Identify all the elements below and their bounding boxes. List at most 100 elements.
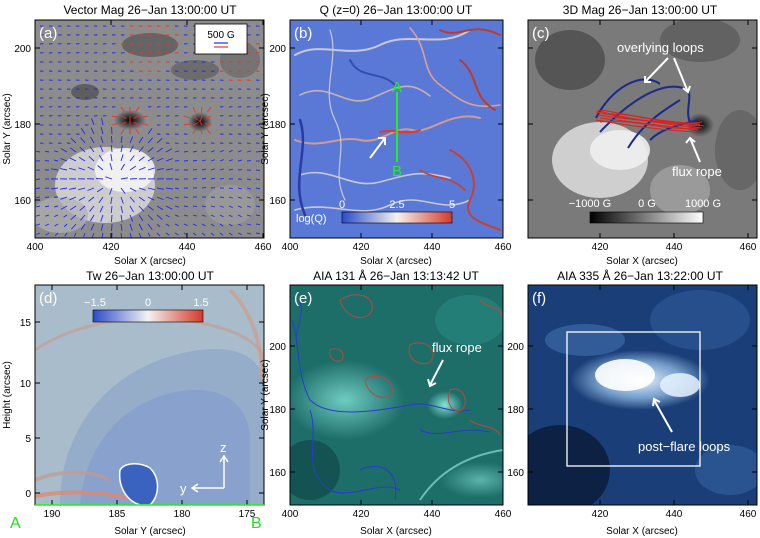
vector-arrow (192, 115, 198, 121)
panel-f-emission (528, 290, 757, 505)
vector-arrow (192, 214, 197, 217)
vector-arrow (120, 205, 124, 213)
panel-f-box (566, 331, 701, 467)
vector-arrow (156, 223, 161, 228)
panel-c-overlying-loops (595, 78, 699, 149)
vector-arrow (120, 177, 128, 180)
vector-arrow (71, 223, 77, 230)
y-tick-label: 15 (20, 318, 32, 329)
vector-arrow (44, 150, 50, 153)
panel-e-letter: (e) (294, 290, 312, 307)
vector-arrow (255, 205, 261, 208)
panel-d-letter: (d) (39, 290, 57, 307)
y-tick-label: 0 (25, 489, 31, 500)
panel-a-title: Vector Mag 26−Jan 13:00:00 UT (63, 3, 237, 17)
vector-arrow (63, 223, 68, 228)
panel-e-frame (289, 284, 504, 506)
vector-arrow (91, 118, 95, 126)
vector-arrow (98, 196, 104, 203)
vector-arrow (147, 187, 155, 191)
vector-arrow (120, 106, 125, 113)
vector-arrow (69, 205, 77, 211)
vector-arrow (79, 146, 86, 153)
vector-arrow (192, 128, 197, 135)
vector-arrow (174, 196, 179, 199)
vector-arrow (100, 136, 104, 144)
vector-arrow (210, 214, 215, 218)
x-tick-label: 420 (592, 242, 609, 253)
panel-f-letter: (f) (532, 290, 546, 307)
vector-arrow (80, 127, 86, 135)
vector-arrow (89, 205, 95, 212)
vector-arrow (129, 165, 137, 171)
vector-arrow (210, 232, 215, 236)
vector-arrow (135, 106, 140, 113)
vector-arrow (174, 187, 180, 190)
panel-a-scale-label: 500 G (207, 30, 234, 41)
panel-b-axes: 400 420 440 460 160 180 200 (269, 20, 512, 253)
vector-arrow (99, 205, 104, 213)
vector-arrow (219, 205, 224, 208)
vector-arrow (246, 214, 251, 217)
vector-arrow (219, 214, 224, 218)
vector-arrow (165, 223, 170, 227)
vector-arrow (111, 122, 118, 126)
panel-c-colorbar-tick-1: 0 G (638, 198, 656, 210)
panel-f-xlabel: Solar X (arcsec) (606, 526, 678, 537)
vector-arrow (138, 146, 144, 153)
panel-b-xlabel: Solar X (arcsec) (360, 256, 432, 267)
vector-arrow (147, 137, 153, 144)
panel-c-letter: (c) (532, 25, 550, 42)
vector-arrow (138, 196, 145, 202)
vector-arrow (105, 176, 113, 180)
panel-e: AIA 131 Å 26−Jan 13:13:42 UT (260, 268, 512, 537)
panel-d-axis-y: y (180, 481, 187, 496)
vector-arrow (133, 121, 140, 126)
vector-arrow (70, 137, 77, 144)
x-tick-label: 420 (103, 242, 120, 253)
vector-arrow (192, 159, 198, 162)
panel-c-xlabel: Solar X (arcsec) (606, 256, 678, 267)
vector-arrow (129, 155, 135, 162)
panel-b-frame (289, 19, 504, 239)
vector-arrow (174, 214, 179, 217)
vector-arrow (174, 232, 179, 236)
vector-arrow (78, 196, 86, 201)
panel-b-slice-a: A (392, 79, 402, 96)
vector-arrow (87, 187, 95, 191)
vector-arrow (147, 167, 155, 171)
panel-e-emission (290, 295, 503, 501)
vector-arrow (36, 205, 41, 208)
panel-b-colorbar-tick-2: 5 (449, 199, 455, 211)
vector-arrow (156, 167, 164, 171)
panel-b-title: Q (z=0) 26−Jan 13:00:00 UT (320, 3, 473, 17)
vector-arrow (88, 196, 95, 202)
vector-arrow (138, 187, 146, 191)
panel-b-letter: (b) (294, 25, 312, 42)
x-tick-label: 420 (353, 242, 370, 253)
vector-arrow (192, 106, 196, 113)
vector-arrow (120, 145, 123, 153)
vector-arrow (165, 158, 173, 162)
vector-arrow (129, 214, 134, 222)
panel-a: Vector Mag 26−Jan 13:00:00 UT (a) 500 G (2, 3, 272, 267)
vector-arrow (237, 205, 242, 208)
vector-arrow (201, 150, 206, 153)
vector-arrow (165, 196, 173, 200)
vector-arrow (237, 187, 242, 190)
vector-arrow (183, 123, 190, 126)
vector-arrow (36, 214, 41, 217)
vector-arrow (210, 223, 215, 227)
vector-arrow (100, 223, 104, 231)
vector-arrow (147, 147, 154, 153)
vector-arrow (255, 178, 261, 181)
vector-arrow (210, 159, 215, 162)
panel-d-colorbar-tick-2: 1.5 (193, 297, 208, 309)
panel-b-colorbar-tick-1: 2.5 (389, 199, 404, 211)
y-tick-label: 200 (14, 44, 31, 55)
vector-arrow (205, 115, 212, 120)
panel-c-annotation-rope: flux rope (672, 164, 722, 179)
panel-c-frame (527, 19, 758, 239)
panel-a-frame (34, 19, 265, 239)
panel-a-axes: 400 420 440 460 160 180 200 (14, 20, 272, 253)
